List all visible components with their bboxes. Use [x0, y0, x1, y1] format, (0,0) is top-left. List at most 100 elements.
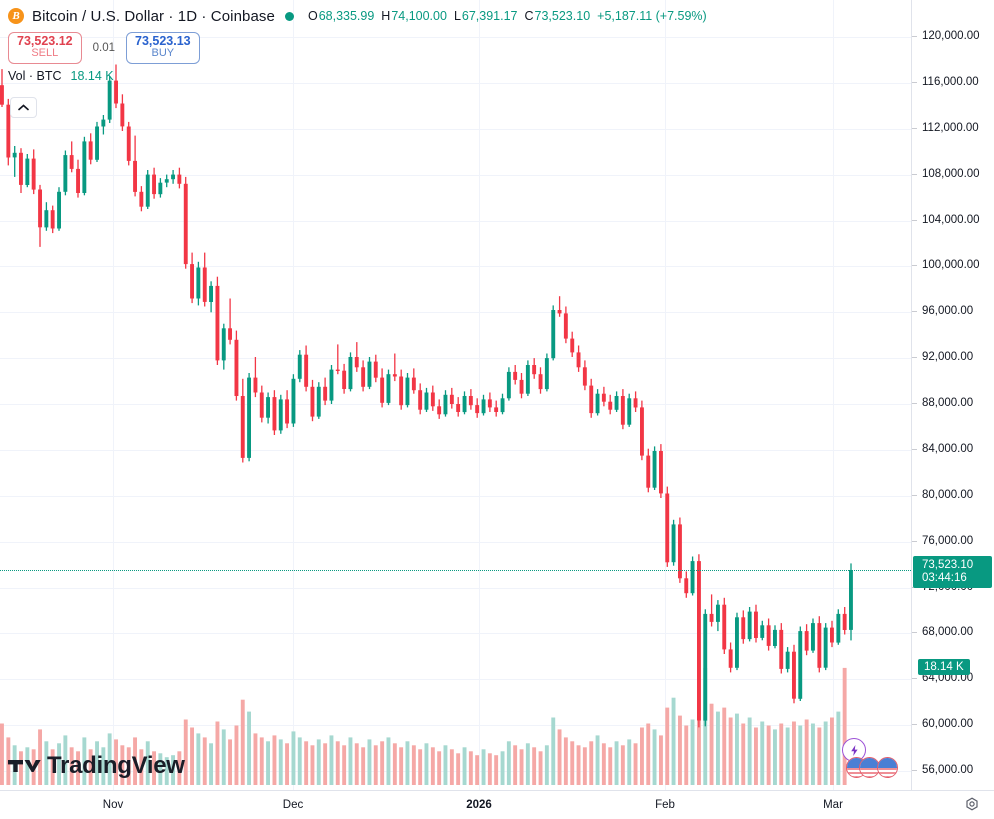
tick-dash [912, 311, 917, 313]
grid-vline [833, 0, 834, 790]
sell-price: 73,523.12 [17, 33, 73, 48]
ohlc-high-value: 74,100.00 [391, 9, 447, 23]
trade-buttons-row: 73,523.12 SELL 0.01 73,523.13 BUY [8, 31, 707, 65]
buy-price: 73,523.13 [135, 33, 191, 48]
price-tick-label: 64,000.00 [912, 672, 994, 684]
grid-line [0, 449, 911, 451]
ohlc-open-value: 68,335.99 [318, 9, 375, 23]
tick-dash [912, 770, 917, 771]
grid-line [0, 679, 911, 681]
time-tick-label: Mar [823, 799, 843, 811]
last-price-badge: 73,523.10 03:44:16 [913, 556, 992, 589]
price-tick-label: 120,000.00 [912, 30, 994, 42]
grid-line [0, 495, 911, 497]
volume-legend-value: 18.14 K [70, 69, 114, 83]
tick-dash [912, 494, 917, 496]
grid-line [0, 266, 911, 268]
price-tick-label: 100,000.00 [912, 259, 994, 271]
time-tick-label: Feb [655, 799, 675, 811]
economic-event-flag-2[interactable] [859, 757, 880, 778]
grid-line [0, 633, 911, 635]
volume-legend[interactable]: Vol · BTC 18.14 K [8, 69, 707, 83]
price-tick-label: 108,000.00 [912, 168, 994, 180]
tick-dash [912, 540, 917, 542]
buy-label: BUY [151, 47, 175, 60]
price-tick-label: 60,000.00 [912, 718, 994, 730]
price-tick-label: 96,000.00 [912, 305, 994, 317]
grid-vline [479, 0, 480, 790]
bitcoin-icon: B [8, 8, 24, 24]
tick-dash [912, 81, 917, 83]
grid-line [0, 771, 911, 772]
ohlc-open-label: O [307, 9, 318, 23]
tick-dash [912, 724, 917, 726]
price-tick-label: 116,000.00 [912, 76, 994, 88]
time-scale[interactable]: Nov Dec 2026 Feb Mar [0, 790, 994, 819]
chart-pane[interactable]: TradingView [0, 0, 911, 790]
spread-value: 0.01 [92, 42, 115, 54]
price-tick-label: 84,000.00 [912, 443, 994, 455]
grid-line [0, 220, 911, 222]
tick-dash [912, 173, 917, 175]
tick-dash [912, 403, 917, 404]
tick-dash [912, 219, 917, 221]
grid-line [0, 725, 911, 727]
volume-legend-name: Vol · BTC [8, 69, 62, 83]
tick-dash [912, 36, 917, 37]
grid-line [0, 174, 911, 176]
grid-line [0, 541, 911, 543]
price-tick-label: 56,000.00 [912, 764, 994, 776]
price-tick-label: 104,000.00 [912, 214, 994, 226]
time-tick-label: Dec [282, 799, 304, 811]
candlestick-series [0, 64, 853, 728]
ohlc-low-value: 67,391.17 [461, 9, 518, 23]
tick-dash [912, 678, 917, 680]
page-title[interactable]: Bitcoin / U.S. Dollar · 1D · Coinbase [32, 7, 275, 25]
economic-event-flag-3[interactable] [877, 757, 898, 778]
volume-series [0, 660, 847, 785]
grid-line [0, 587, 911, 589]
sell-label: SELL [31, 47, 59, 60]
time-tick-label: Nov [102, 799, 124, 811]
price-tick-label: 92,000.00 [912, 351, 994, 363]
price-scale[interactable]: 73,523.10 03:44:16 18.14 K 120,000.00 116… [911, 0, 994, 790]
tick-dash [912, 265, 917, 267]
price-tick-label: 68,000.00 [912, 626, 994, 638]
tick-dash [912, 127, 917, 129]
grid-line [0, 82, 911, 84]
collapse-pane-button[interactable] [10, 97, 37, 118]
ohlc-close-value: 73,523.10 [534, 9, 591, 23]
grid-vline [113, 0, 114, 790]
watermark-text: TradingView [47, 752, 185, 779]
grid-line [0, 358, 911, 360]
buy-button[interactable]: 73,523.13 BUY [126, 31, 200, 65]
price-tick-label: 80,000.00 [912, 489, 994, 501]
gear-icon[interactable] [963, 796, 981, 814]
ohlc-low-label: L [453, 9, 461, 23]
grid-line [0, 37, 911, 38]
sell-button[interactable]: 73,523.12 SELL [8, 31, 82, 65]
grid-line [0, 404, 911, 405]
chart-legend: B Bitcoin / U.S. Dollar · 1D · Coinbase … [8, 4, 707, 83]
tradingview-watermark: TradingView [8, 752, 185, 780]
time-tick-label: 2026 [466, 799, 492, 811]
last-price-line [0, 570, 911, 572]
ohlc-values: O 68,335.99 H 74,100.00 L 67,391.17 C 73,523… [284, 9, 707, 23]
green-dot-icon [284, 11, 294, 21]
ohlc-high-label: H [381, 9, 391, 23]
chevron-up-icon [18, 104, 29, 111]
lightning-bolt-icon [850, 744, 858, 756]
tick-dash [912, 632, 917, 634]
ohlc-change: +5,187.11 (+7.59%) [597, 9, 707, 23]
grid-line [0, 128, 911, 130]
tradingview-logo-icon [8, 760, 41, 772]
volume-value-badge: 18.14 K [918, 658, 970, 675]
price-tick-label: 112,000.00 [912, 122, 994, 134]
grid-line [0, 312, 911, 314]
tick-dash [912, 448, 917, 450]
bar-countdown: 03:44:16 [922, 572, 967, 585]
symbol-row: B Bitcoin / U.S. Dollar · 1D · Coinbase … [8, 4, 707, 28]
price-tick-label: 76,000.00 [912, 535, 994, 547]
tick-dash [912, 357, 917, 359]
